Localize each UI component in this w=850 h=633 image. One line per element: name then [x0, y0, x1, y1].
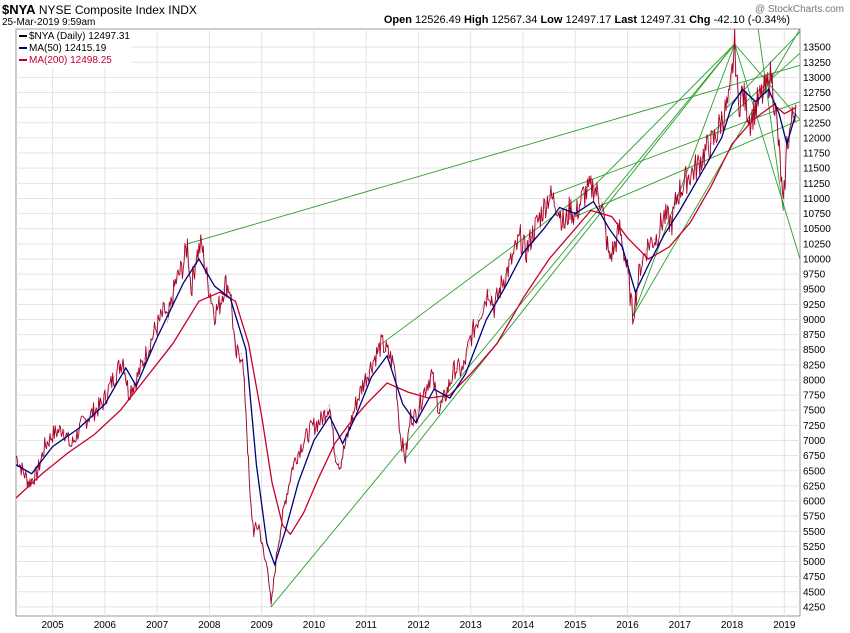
- x-tick-label: 2013: [460, 620, 483, 631]
- x-tick-label: 2006: [94, 620, 117, 631]
- y-tick-label: 10250: [803, 239, 831, 250]
- chart-date: 25-Mar-2019 9:59am: [2, 17, 96, 28]
- series-layer: [16, 29, 797, 607]
- trendline: [187, 64, 800, 245]
- legend-label-ma200: MA(200) 12498.25: [29, 55, 112, 66]
- y-tick-label: 11500: [803, 164, 831, 175]
- x-tick-label: 2014: [512, 620, 535, 631]
- y-tick-label: 5500: [803, 527, 826, 538]
- chart-title: $NYA NYSE Composite Index INDX: [2, 2, 197, 17]
- legend-swatch-ma200: [19, 59, 27, 62]
- low-label: Low: [540, 14, 563, 26]
- y-tick-label: 11250: [803, 179, 831, 190]
- y-tick-label: 11000: [803, 194, 831, 205]
- y-tick-label: 10500: [803, 224, 831, 235]
- x-tick-label: 2010: [303, 620, 326, 631]
- y-tick-label: 4250: [803, 602, 826, 613]
- y-tick-label: 4500: [803, 587, 826, 598]
- last-value: 12497.31: [640, 14, 687, 26]
- legend-label-ma50: MA(50) 12415.19: [29, 43, 107, 54]
- index-name: NYSE Composite Index: [38, 3, 165, 17]
- y-tick-label: 6250: [803, 481, 826, 492]
- trendline: [593, 43, 735, 187]
- trendline: [757, 29, 784, 211]
- ma50-line: [16, 88, 797, 567]
- y-tick-label: 13250: [803, 58, 831, 69]
- open-label: Open: [383, 14, 412, 26]
- y-tick-label: 6500: [803, 466, 826, 477]
- trendline: [734, 43, 800, 260]
- quote-bar: Open 12526.49 High 12567.34 Low 12497.17…: [384, 14, 790, 26]
- y-tick-label: 6000: [803, 497, 826, 508]
- y-tick-label: 7250: [803, 421, 826, 432]
- y-tick-label: 8250: [803, 360, 826, 371]
- y-tick-label: 12500: [803, 103, 831, 114]
- y-tick-label: 5750: [803, 512, 826, 523]
- x-tick-label: 2018: [721, 620, 744, 631]
- x-tick-label: 2011: [355, 620, 377, 631]
- exchange-label: INDX: [168, 3, 197, 17]
- legend-swatch-price: [19, 35, 27, 38]
- x-tick-label: 2005: [41, 620, 64, 631]
- y-tick-label: 5250: [803, 542, 826, 553]
- x-tick-label: 2009: [251, 620, 274, 631]
- high-value: 12567.34: [491, 14, 538, 26]
- chg-value: -42.10 (-0.34%): [713, 14, 790, 26]
- price-line-close: [16, 44, 797, 607]
- ma200-line: [16, 103, 797, 536]
- y-tick-label: 6750: [803, 451, 826, 462]
- y-tick-label: 12250: [803, 118, 831, 129]
- x-tick-label: 2012: [407, 620, 430, 631]
- y-tick-label: 10750: [803, 209, 831, 220]
- y-tick-label: 9250: [803, 300, 826, 311]
- low-value: 12497.17: [565, 14, 612, 26]
- y-tick-label: 12000: [803, 133, 831, 144]
- stockcharts-watermark: @ StockCharts.com: [754, 4, 844, 15]
- y-tick-label: 8750: [803, 330, 826, 341]
- trendline: [705, 52, 800, 139]
- symbol-label: $NYA: [2, 2, 36, 17]
- legend-item-ma200: MA(200) 12498.25: [19, 55, 130, 67]
- y-axis-labels: 4250 4500 4750 5000 5250 5500 5750 6000 6250 6500…: [803, 43, 831, 614]
- legend-label-price: $NYA (Daily) 12497.31: [29, 31, 130, 42]
- y-tick-label: 10000: [803, 254, 831, 265]
- x-tick-label: 2017: [669, 620, 692, 631]
- legend-item-ma50: MA(50) 12415.19: [19, 43, 130, 55]
- y-tick-label: 11750: [803, 149, 831, 160]
- chg-label: Chg: [689, 14, 711, 26]
- x-tick-label: 2007: [146, 620, 169, 631]
- y-tick-label: 13000: [803, 73, 831, 84]
- trendline: [405, 43, 736, 459]
- open-value: 12526.49: [415, 14, 461, 26]
- y-tick-label: 4750: [803, 572, 826, 583]
- x-tick-label: 2015: [564, 620, 587, 631]
- y-tick-label: 13500: [803, 43, 831, 54]
- y-tick-label: 9500: [803, 285, 826, 296]
- plot-background: [15, 28, 801, 617]
- grid-layer: [16, 29, 800, 616]
- y-tick-label: 8500: [803, 345, 826, 356]
- high-label: High: [463, 14, 489, 26]
- y-tick-label: 8000: [803, 375, 826, 386]
- chart-legend: $NYA (Daily) 12497.31 MA(50) 12415.19 MA…: [17, 30, 132, 68]
- trendline: [270, 43, 736, 608]
- x-tick-label: 2016: [616, 620, 639, 631]
- y-tick-label: 12750: [803, 88, 831, 99]
- price-line-daily: [16, 29, 797, 605]
- x-tick-label: 2008: [198, 620, 221, 631]
- legend-item-price: $NYA (Daily) 12497.31: [19, 31, 130, 43]
- y-tick-label: 9000: [803, 315, 826, 326]
- last-label: Last: [614, 14, 638, 26]
- x-axis-labels: 2005 2006 2007 2008 2009 2010 2011 2012 2013 2014…: [41, 620, 795, 631]
- y-tick-label: 7000: [803, 436, 826, 447]
- y-tick-label: 9750: [803, 270, 826, 281]
- y-tick-label: 7500: [803, 406, 826, 417]
- y-tick-label: 7750: [803, 391, 826, 402]
- x-tick-label: 2019: [773, 620, 796, 631]
- legend-swatch-ma50: [19, 47, 27, 50]
- y-tick-label: 5000: [803, 557, 826, 568]
